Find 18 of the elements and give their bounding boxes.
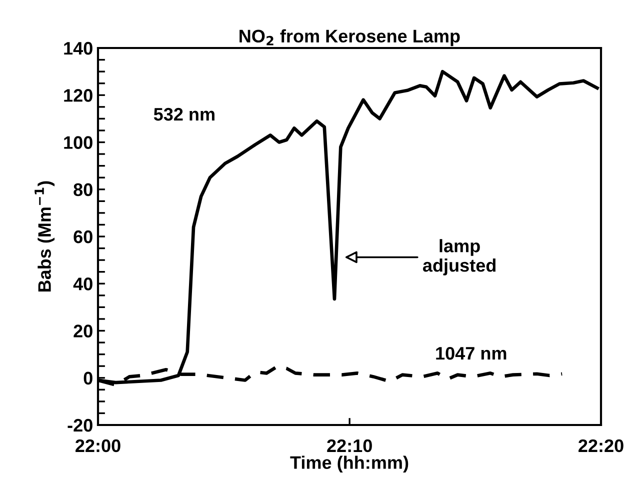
x-axis-title: Time (hh:mm) (290, 456, 408, 473)
x-tick-label: 22:10 (327, 439, 372, 452)
y-tick-label: 100 (64, 136, 92, 149)
text: 532 nm (154, 108, 214, 121)
series-label: 1047 nm (436, 346, 506, 360)
y-tick-label: 60 (74, 230, 92, 244)
y-tick-label: 40 (73, 278, 92, 290)
x-tick-label: 22:20 (578, 439, 624, 452)
annotation: lamp adjusted (422, 239, 496, 276)
x-tick-label: 22:00 (76, 439, 120, 452)
y-tick-label: 140 (64, 42, 92, 55)
y-tick-label: -20 (68, 418, 92, 432)
y-tick-label: 80 (74, 183, 92, 196)
y-tick-label: 0 (84, 372, 92, 385)
y-axis-title: Babs (Mm$^{−1}$) (34, 181, 55, 292)
chart-title: NO$_{2}$ from Kerosene Lamp (240, 29, 460, 46)
y-tick-label: 20 (74, 324, 92, 338)
y-tick-label: 120 (64, 89, 92, 102)
